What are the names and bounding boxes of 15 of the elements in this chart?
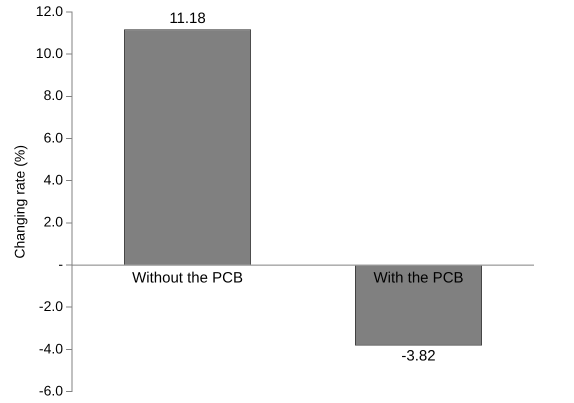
y-tick-label: -4.0 (38, 340, 64, 356)
y-tick-label: - (58, 256, 64, 272)
x-tick-label: With the PCB (373, 270, 464, 287)
y-tick-label: 10.0 (36, 45, 64, 62)
y-tick-label: -2.0 (38, 298, 64, 314)
y-tick-label: 12.0 (36, 2, 64, 19)
y-tick-label: -6.0 (38, 382, 64, 398)
y-tick-label: 4.0 (44, 172, 64, 188)
y-tick-label: 8.0 (44, 87, 64, 104)
x-tick-label: Without the PCB (132, 270, 243, 287)
y-tick-label: 6.0 (44, 129, 64, 146)
y-axis-title: Changing rate (%) (11, 144, 28, 259)
y-tick-label: 2.0 (44, 214, 64, 230)
data-label: 11.18 (169, 10, 206, 27)
data-label: -3.82 (401, 347, 436, 364)
